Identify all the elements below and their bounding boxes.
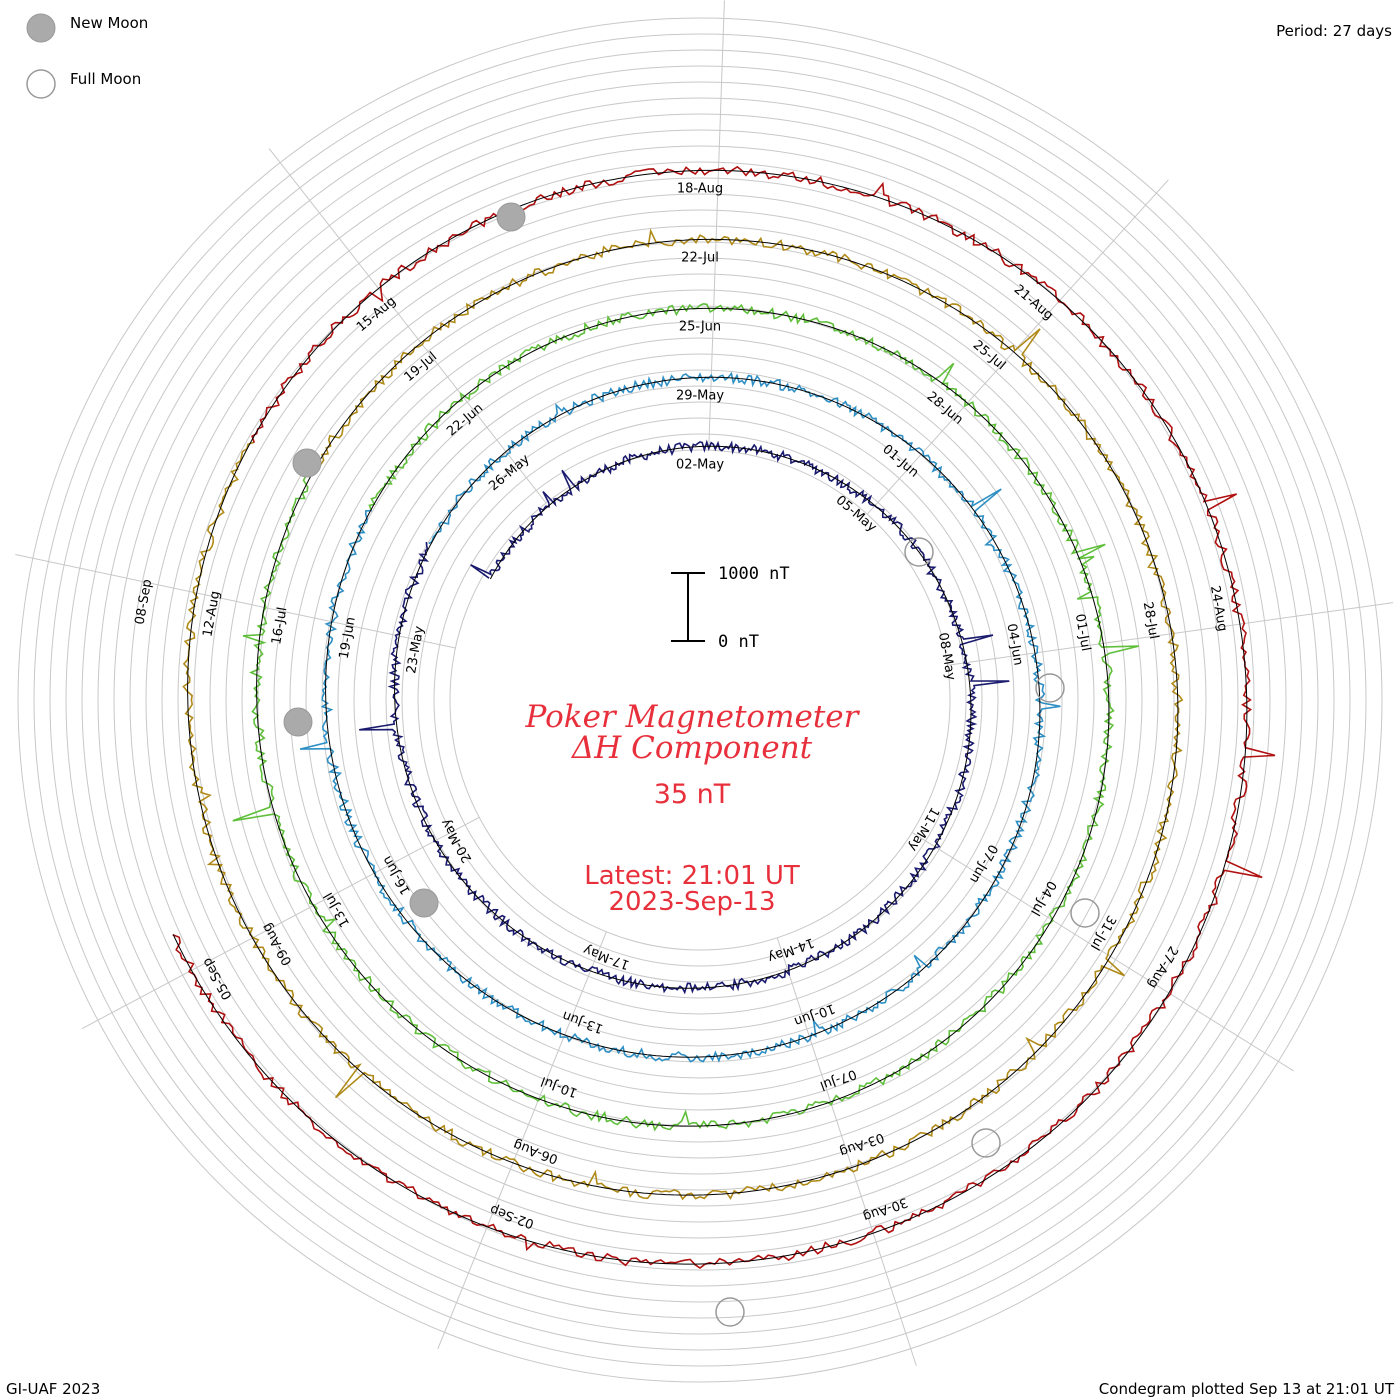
baseline-rotation-4: [172, 169, 1248, 1265]
grid-spoke: [437, 931, 607, 1350]
polar-grid: [15, 0, 1394, 1383]
full-moon-marker: [904, 537, 934, 567]
date-label: 13-Jun: [560, 1007, 605, 1036]
grid-circle: [433, 433, 967, 967]
grid-circle: [289, 289, 1111, 1111]
grid-circle: [33, 33, 1367, 1367]
date-label: 18-Aug: [677, 182, 723, 197]
chart-title: Poker Magnetometer: [525, 699, 861, 735]
footer-plot-time: Condegram plotted Sep 13 at 21:01 UT: [1098, 1380, 1394, 1398]
trace-rotation-3: [182, 228, 1184, 1201]
latest-time: Latest: 21:01 UT: [584, 861, 800, 891]
date-label: 26-May: [486, 452, 533, 495]
scale-top-label: 1000 nT: [718, 564, 790, 584]
grid-circle: [81, 81, 1319, 1319]
date-label: 19-Jun: [337, 616, 359, 660]
date-label: 04-Jul: [1027, 878, 1059, 918]
new-moon-marker: [292, 448, 322, 478]
grid-circle: [161, 161, 1239, 1239]
new-moon-marker: [496, 202, 526, 232]
trace-rotation-4: [172, 165, 1276, 1269]
footer-credit: GI-UAF 2023: [6, 1380, 101, 1398]
full-moon-marker: [971, 1128, 1001, 1158]
baseline-rotation-2: [256, 307, 1110, 1127]
grid-circle: [241, 241, 1159, 1159]
scale-bottom-label: 0 nT: [718, 632, 759, 652]
scale-bar: 1000 nT 0 nT: [671, 564, 790, 652]
trace-rotation-0: [359, 439, 1010, 995]
baseline-rotation-3: [187, 238, 1179, 1196]
grid-circle: [65, 65, 1335, 1335]
date-label: 16-Jul: [269, 606, 290, 646]
grid-circle: [225, 225, 1175, 1175]
baselines: [172, 169, 1248, 1265]
date-label: 17-May: [581, 941, 632, 972]
date-label: 10-Jul: [539, 1073, 580, 1100]
grid-spoke: [708, 0, 725, 451]
grid-spoke: [911, 832, 1294, 1072]
grid-circle: [417, 417, 983, 983]
grid-circle: [129, 129, 1271, 1271]
date-label: 07-Jul: [818, 1066, 859, 1093]
grid-circle: [353, 353, 1047, 1047]
center-mask: [452, 452, 948, 948]
date-label: 27-Aug: [1144, 943, 1180, 991]
new-moon-marker: [283, 707, 313, 737]
grid-circle: [113, 113, 1287, 1287]
full-moon-marker: [715, 1297, 745, 1327]
date-label: 22-Jul: [681, 251, 719, 266]
new-moon-marker: [409, 888, 439, 918]
grid-spoke: [268, 148, 547, 504]
date-label: 12-Aug: [200, 590, 223, 638]
date-label: 29-May: [676, 389, 724, 404]
new-moon-legend-label: New Moon: [70, 14, 148, 32]
date-label: 01-Jul: [1072, 613, 1093, 653]
grid-circle: [97, 97, 1303, 1303]
new-moon-legend-icon: [26, 13, 56, 43]
date-label: 09-Aug: [259, 920, 295, 968]
grid-spoke: [776, 937, 917, 1366]
date-label: 02-May: [676, 458, 724, 473]
grid-circle: [17, 17, 1383, 1383]
date-label: 24-Aug: [1207, 584, 1230, 632]
grid-circle: [337, 337, 1063, 1063]
date-label: 15-Aug: [354, 294, 399, 335]
legend: New Moon Full Moon: [26, 13, 148, 99]
grid-circle: [369, 369, 1031, 1031]
grid-spoke: [15, 553, 456, 649]
date-label: 21-Aug: [1011, 282, 1056, 323]
date-label: 30-Aug: [861, 1194, 910, 1224]
trace-rotation-1: [299, 371, 1061, 1063]
grid-spoke: [947, 602, 1394, 666]
moon-markers: [283, 202, 1100, 1327]
full-moon-marker: [1035, 673, 1065, 703]
baseline-rotation-0: [394, 445, 972, 989]
current-value: 35 nT: [654, 779, 731, 810]
date-label: 13-Jul: [321, 889, 353, 929]
baseline-rotation-1: [325, 376, 1041, 1058]
grid-circle: [177, 177, 1223, 1223]
grid-spoke: [81, 816, 480, 1030]
date-label: 04-Jun: [1003, 622, 1025, 666]
full-moon-legend-label: Full Moon: [70, 70, 141, 88]
grid-circle: [449, 449, 951, 951]
grid-circle: [49, 49, 1351, 1351]
latest-date: 2023-Sep-13: [608, 887, 775, 917]
full-moon-marker: [1070, 898, 1100, 928]
grid-circle: [145, 145, 1255, 1255]
date-label: 28-Jul: [1140, 601, 1161, 641]
date-label: 23-May: [404, 625, 427, 675]
grid-circle: [257, 257, 1143, 1143]
grid-circle: [401, 401, 999, 999]
period-label: Period: 27 days: [1276, 22, 1392, 40]
date-label: 25-Jun: [679, 320, 721, 335]
chart-subtitle: ΔH Component: [571, 730, 813, 766]
grid-circle: [209, 209, 1191, 1191]
grid-circle: [193, 193, 1207, 1207]
grid-circle: [385, 385, 1015, 1015]
full-moon-legend-icon: [26, 69, 56, 99]
